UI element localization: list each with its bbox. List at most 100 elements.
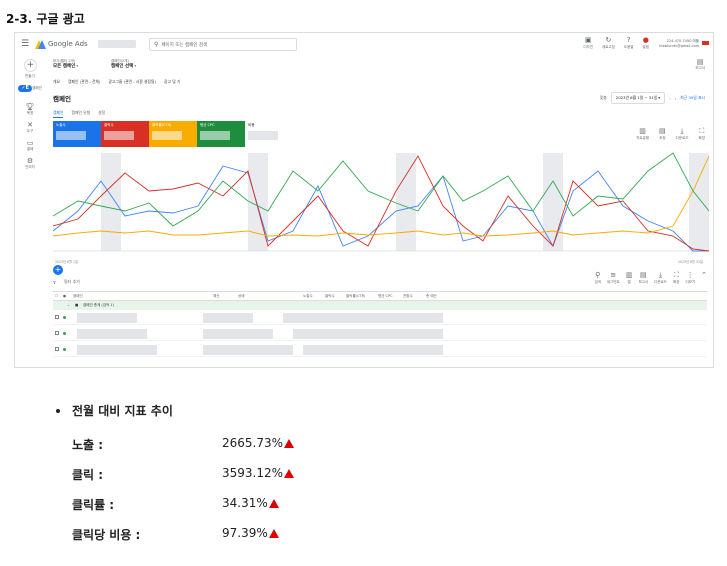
help-button[interactable]: ? 도움말 [623, 36, 634, 49]
row-checkbox[interactable] [55, 315, 59, 319]
nav-tools[interactable]: ✕ 도구 [17, 121, 43, 134]
tab-settings[interactable]: 설정 [98, 110, 106, 115]
summary-heading: 전월 대비 지표 추이 [56, 402, 173, 419]
table-row[interactable] [53, 343, 707, 357]
status-dot [63, 332, 66, 335]
select-all-checkbox[interactable]: ☐ [55, 294, 59, 298]
table-more-button[interactable]: ⋮ 더보기 [685, 271, 696, 284]
subnav-adgroups[interactable]: 광고그룹 (관련 - 사용 설정됨) [108, 79, 156, 84]
menu-icon[interactable]: ☰ [21, 39, 30, 49]
top-bar: ☰ Google Ads [15, 33, 713, 55]
series-cpc-line [53, 152, 709, 227]
add-fab-button[interactable]: + [53, 265, 63, 275]
search-icon: ⚲ [154, 41, 159, 48]
date-range: 맞춤 2023년 6월 1일 ~ 31일 ▾ ‹ › 최근 30일 표시 [600, 92, 705, 104]
col-cpc[interactable]: 평균 CPC [378, 294, 393, 298]
cell-blurred [203, 329, 273, 339]
col-clicks[interactable]: 클릭수 [325, 294, 335, 298]
recent-30-days-link[interactable]: 최근 30일 표시 [680, 95, 705, 100]
chart-axis-start: 2023년 6월 1일 [55, 260, 78, 264]
col-conversions[interactable]: 전환수 [403, 294, 413, 298]
download-icon: ⤓ [659, 271, 663, 279]
tab-campaign-types[interactable]: 캠페인 유형 [71, 110, 91, 115]
adjust-button[interactable]: ▤ 조정 [659, 127, 666, 140]
notification-button[interactable]: ● 알림 [642, 36, 649, 49]
search-input[interactable]: ⚲ 페이지 또는 캠페인 검색 [149, 38, 297, 51]
prev-period-icon[interactable]: ‹ [669, 95, 671, 101]
columns-button[interactable]: ▥ 열 [625, 271, 633, 284]
refresh-button[interactable]: ↻ 새로고침 [601, 36, 615, 49]
tab-campaigns[interactable]: 캠페인 [53, 110, 64, 118]
metric-value-blurred [152, 131, 182, 140]
table-row[interactable] [53, 327, 707, 341]
row-checkbox[interactable] [55, 331, 59, 335]
metric-label: 클릭 : [72, 468, 104, 482]
row-checkbox[interactable] [55, 347, 59, 351]
metric-value: 2665.73% [222, 436, 295, 453]
search-icon: ⚲ [595, 271, 601, 279]
table-download-button[interactable]: ⤓ 다운로드 [654, 271, 667, 284]
nav-goals[interactable]: 🏆︎ 목표 [17, 103, 43, 116]
reports-button[interactable]: ▤ 보고서 [695, 58, 705, 71]
table-row[interactable] [53, 311, 707, 325]
campaign-selector[interactable]: 캠페인(2개) 캠페인 선택 ▾ [111, 59, 137, 69]
filter-bar: ⊽ 필터 추가 [53, 275, 707, 289]
metric-card-cpc[interactable]: 평균 CPC [197, 121, 245, 147]
account-info[interactable]: 224-470-7490 애플 theblumtv@gmail.com [659, 39, 699, 48]
chevron-up-icon: ⌃ [701, 271, 707, 279]
report-button[interactable]: ▤ 보고서 [638, 271, 649, 284]
metric-value-blurred [104, 131, 134, 140]
add-filter-button[interactable]: 필터 추가 [63, 279, 80, 284]
subnav-campaigns[interactable]: 캠페인 (관련 - 전체) [68, 79, 101, 84]
col-status[interactable]: 상태 [238, 294, 245, 298]
chart-tools: ▥ 차트유형 ▤ 조정 ⤓ 다운로드 ⛶ 확장 [636, 127, 705, 141]
col-budget[interactable]: 예산 [213, 294, 220, 298]
date-range-picker[interactable]: 2023년 6월 1일 ~ 31일 ▾ [610, 92, 666, 104]
table-expand-button[interactable]: ⛶ 확장 [673, 271, 680, 284]
cell-blurred [283, 313, 443, 323]
bar-chart-icon: ▥ [639, 127, 646, 135]
subnav-overview[interactable]: 개요 [53, 79, 60, 84]
nav-admin[interactable]: ⚙ 관리자 [17, 157, 43, 170]
filter-icon[interactable]: ⊽ [53, 279, 56, 285]
status-dot-header: ● [63, 294, 67, 298]
up-triangle-icon [284, 469, 295, 478]
group-row[interactable]: ⌄ ■ 캠페인 총계 (검색 1) [53, 301, 707, 310]
chart-download-button[interactable]: ⤓ 다운로드 [675, 127, 689, 140]
notification-icon: ● [642, 36, 649, 44]
metric-card-cost[interactable]: 비용 [245, 121, 297, 147]
col-ctr[interactable]: 클릭률(CTR) [346, 294, 366, 298]
segment-icon: ≡ [610, 271, 617, 279]
goals-icon: 🏆︎ [25, 103, 35, 111]
nav-campaigns[interactable]: ✓E 캠페인 [17, 85, 43, 92]
metric-card-ctr[interactable]: 클릭률(CTR) [149, 121, 197, 147]
table-search-button[interactable]: ⚲ 검색 [594, 271, 601, 284]
billing-icon: ▭ [26, 139, 34, 147]
metric-value-blurred [56, 131, 86, 140]
metric-card-impressions[interactable]: 노출수 [53, 121, 101, 147]
account-name-blurred [97, 40, 136, 48]
weekend-band [396, 153, 416, 251]
tools-icon: ✕ [27, 121, 33, 129]
nav-billing[interactable]: ▭ 결제 [17, 139, 43, 152]
weekend-band [689, 153, 709, 251]
view-selector[interactable]: 보기(필터 2개) 모든 캠페인 ▾ [53, 59, 79, 69]
collapse-button[interactable]: ⌃ [701, 271, 707, 285]
col-total-budget[interactable]: 총 예산 [426, 294, 437, 298]
create-button[interactable]: + [24, 59, 37, 72]
appearance-button[interactable]: ▣ 디자인 [583, 36, 593, 49]
col-campaign[interactable]: 캠페인 [73, 294, 83, 298]
up-triangle-icon [268, 499, 279, 508]
expand-icon: ⛶ [673, 271, 679, 279]
segment-button[interactable]: ≡ 세그먼트 [606, 271, 620, 284]
status-dot [63, 348, 66, 351]
chart-expand-button[interactable]: ⛶ 확장 [698, 127, 705, 140]
col-impressions[interactable]: 노출수 [303, 294, 313, 298]
subnav-ads[interactable]: 광고 및 기 [164, 79, 181, 84]
metric-card-clicks[interactable]: 클릭수 [101, 121, 149, 147]
metric-label: 클릭당 비용 : [72, 528, 141, 542]
next-period-icon[interactable]: › [674, 95, 677, 101]
metric-ctr: 클릭률 : 34.31% [72, 496, 279, 513]
breadcrumb-nav: 개요 캠페인 (관련 - 전체) 광고그룹 (관련 - 사용 설정됨) 광고 및… [53, 79, 180, 85]
chart-type-button[interactable]: ▥ 차트유형 [636, 127, 650, 140]
